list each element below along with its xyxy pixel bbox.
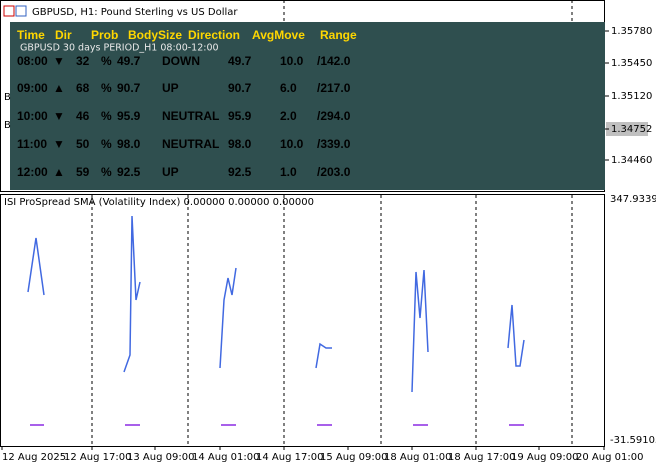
window-title: GBPUSD, H1: Pound Sterling vs US Dollar <box>32 7 238 18</box>
price-label: 1.34752 <box>611 124 652 135</box>
panel-cell: ▲ <box>53 165 65 179</box>
panel-cell: 10.0 <box>280 54 304 68</box>
panel-subtitle: GBPUSD 30 days PERIOD_H1 08:00-12:00 <box>20 43 219 54</box>
panel-cell: UP <box>162 81 179 95</box>
indicator-axis-top: 347.93399 <box>610 194 656 205</box>
time-label: 12 Aug 2025 <box>2 452 66 463</box>
panel-cell: % <box>101 54 112 68</box>
panel-cell: 92.5 <box>228 165 252 179</box>
panel-cell: NEUTRAL <box>162 137 219 151</box>
price-label: 1.35450 <box>611 58 652 69</box>
price-label: 1.34460 <box>611 155 652 166</box>
title-icons <box>3 5 27 17</box>
panel-cell: 95.9 <box>228 109 252 123</box>
panel-cell: DOWN <box>162 54 200 68</box>
time-label: 20 Aug 01:00 <box>576 452 643 463</box>
time-label: 19 Aug 09:00 <box>511 452 578 463</box>
dashed-separators <box>91 0 573 446</box>
price-highlight <box>606 122 648 136</box>
panel-cell: /142.0 <box>317 54 351 68</box>
panel-cell: 50 <box>76 137 90 151</box>
panel-cell: ▼ <box>53 109 65 123</box>
panel-cell: 1.0 <box>280 165 297 179</box>
panel-cell: 95.9 <box>117 109 141 123</box>
left-mark: B <box>4 92 11 103</box>
panel-header: Prob <box>91 28 118 42</box>
panel-cell: 12:00 <box>17 165 48 179</box>
time-label: 15 Aug 09:00 <box>320 452 387 463</box>
panel-cell: % <box>101 137 112 151</box>
time-label: 13 Aug 09:00 <box>127 452 194 463</box>
panel-header: Dir <box>55 28 72 42</box>
panel-header: BodySize <box>128 28 182 42</box>
panel-header: AvgMove <box>252 28 305 42</box>
panel-cell: 49.7 <box>228 54 252 68</box>
panel-cell: /217.0 <box>317 81 351 95</box>
price-label: 1.35120 <box>611 91 652 102</box>
panel-cell: 49.7 <box>117 54 141 68</box>
panel-cell: 98.0 <box>228 137 252 151</box>
panel-cell: ▼ <box>53 54 65 68</box>
panel-cell: 90.7 <box>117 81 141 95</box>
panel-cell: 11:00 <box>17 137 47 151</box>
time-label: 14 Aug 01:00 <box>192 452 259 463</box>
time-label: 14 Aug 17:00 <box>256 452 323 463</box>
panel-cell: 92.5 <box>117 165 141 179</box>
panel-cell: 46 <box>76 109 90 123</box>
time-label: 18 Aug 01:00 <box>384 452 451 463</box>
time-label: 18 Aug 17:00 <box>448 452 515 463</box>
indicator-lines <box>27 215 525 393</box>
panel-cell: 09:00 <box>17 81 48 95</box>
panel-cell: 59 <box>76 165 90 179</box>
stats-panel <box>10 22 605 190</box>
panel-cell: 10.0 <box>280 137 304 151</box>
indicator-label: ISI ProSpread SMA (Volatility Index) 0.0… <box>4 197 314 208</box>
panel-cell: 98.0 <box>117 137 141 151</box>
panel-cell: 2.0 <box>280 109 297 123</box>
panel-cell: 6.0 <box>280 81 297 95</box>
panel-cell: /203.0 <box>317 165 351 179</box>
panel-cell: % <box>101 165 112 179</box>
panel-cell: ▲ <box>53 81 65 95</box>
panel-cell: UP <box>162 165 179 179</box>
panel-cell: /294.0 <box>317 109 351 123</box>
indicator-frame <box>0 194 605 447</box>
panel-cell: 90.7 <box>228 81 252 95</box>
panel-header: Range <box>320 28 357 42</box>
panel-cell: 10:00 <box>17 109 48 123</box>
panel-header: Direction <box>188 28 240 42</box>
panel-cell: 68 <box>76 81 90 95</box>
left-mark: B <box>4 120 11 131</box>
panel-cell: /339.0 <box>317 137 351 151</box>
panel-cell: 32 <box>76 54 90 68</box>
panel-cell: ▼ <box>53 137 65 151</box>
indicator-axis-bottom: -31.59105 <box>610 435 656 446</box>
panel-cell: 08:00 <box>17 54 48 68</box>
time-label: 12 Aug 17:00 <box>64 452 131 463</box>
price-label: 1.35780 <box>611 26 652 37</box>
panel-header: Time <box>17 28 45 42</box>
panel-cell: % <box>101 81 112 95</box>
panel-cell: % <box>101 109 112 123</box>
panel-cell: NEUTRAL <box>162 109 219 123</box>
